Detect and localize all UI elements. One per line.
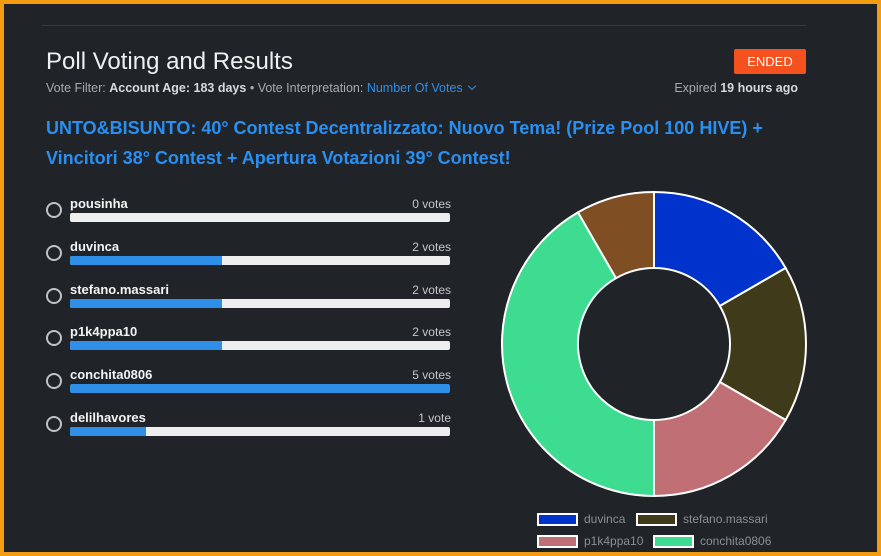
legend-swatch xyxy=(636,512,677,526)
option-name: pousinha xyxy=(70,196,128,211)
legend-item[interactable]: duvinca xyxy=(537,512,625,526)
donut-slice-conchita0806[interactable] xyxy=(501,210,655,498)
legend-swatch xyxy=(537,512,578,526)
chevron-down-icon xyxy=(467,81,476,91)
legend-label: conchita0806 xyxy=(700,534,772,548)
option-votes: 2 votes xyxy=(412,239,451,254)
vote-filter-label: Vote Filter: xyxy=(46,81,106,95)
vote-bar-fill xyxy=(70,341,222,351)
option-votes: 2 votes xyxy=(412,282,451,297)
vote-meta: Vote Filter: Account Age: 183 days • Vot… xyxy=(46,81,476,95)
poll-option[interactable]: duvinca 2 votes xyxy=(46,237,451,280)
legend-label: p1k4ppa10 xyxy=(584,534,644,548)
option-votes: 5 votes xyxy=(412,368,451,383)
poll-option[interactable]: p1k4ppa10 2 votes xyxy=(46,322,451,365)
results-donut-chart xyxy=(501,190,807,498)
vote-bar xyxy=(70,384,450,394)
post-title-link[interactable]: UNTO&BISUNTO: 40° Contest Decentralizzat… xyxy=(46,118,763,168)
option-name: p1k4ppa10 xyxy=(70,324,138,340)
vote-filter-value: Account Age: 183 days xyxy=(109,81,247,95)
legend-item[interactable]: conchita0806 xyxy=(653,534,771,548)
donut-slice-p1k4ppa10[interactable] xyxy=(653,380,788,498)
donut-slice-delilhavores[interactable] xyxy=(576,190,655,280)
radio-button[interactable] xyxy=(46,287,62,304)
radio-button[interactable] xyxy=(46,415,62,432)
poll-option[interactable]: delilhavores 1 vote xyxy=(46,408,451,451)
interpretation-label: Vote Interpretation: xyxy=(257,81,364,95)
poll-options: pousinha 0 votes duvinca 2 votes stefano… xyxy=(46,194,451,451)
divider xyxy=(42,25,806,26)
legend-label: duvinca xyxy=(584,512,626,526)
expired-value: 19 hours ago xyxy=(720,81,798,95)
vote-bar-fill xyxy=(70,426,146,436)
option-votes: 0 votes xyxy=(412,197,451,211)
vote-bar-fill xyxy=(70,255,222,265)
vote-bar-fill xyxy=(70,298,222,308)
legend-item[interactable]: p1k4ppa10 xyxy=(537,534,643,548)
radio-button[interactable] xyxy=(46,373,62,390)
vote-bar-fill xyxy=(70,384,450,394)
poll-option[interactable]: conchita0806 5 votes xyxy=(46,365,451,408)
expired-label: Expired xyxy=(674,81,717,95)
poll-option[interactable]: pousinha 0 votes xyxy=(46,194,451,237)
legend-swatch xyxy=(537,534,578,548)
option-name: conchita0806 xyxy=(70,367,153,383)
vote-bar xyxy=(70,255,450,265)
option-name: stefano.massari xyxy=(70,281,169,297)
option-votes: 2 votes xyxy=(412,325,451,340)
radio-button[interactable] xyxy=(46,244,62,261)
donut-slice-stefano-massari[interactable] xyxy=(718,266,807,422)
expired-info: Expired 19 hours ago xyxy=(674,81,798,95)
legend-item[interactable]: stefano.massari xyxy=(636,512,768,526)
page-title: Poll Voting and Results xyxy=(46,48,293,75)
interpretation-dropdown[interactable]: Number Of Votes xyxy=(366,81,476,95)
vote-bar xyxy=(70,298,450,308)
radio-button[interactable] xyxy=(46,202,62,218)
interpretation-value: Number Of Votes xyxy=(366,81,463,95)
option-name: delilhavores xyxy=(70,409,146,425)
vote-bar xyxy=(70,341,450,351)
legend-label: stefano.massari xyxy=(683,512,768,526)
vote-bar xyxy=(70,426,450,436)
poll-option[interactable]: stefano.massari 2 votes xyxy=(46,280,451,323)
meta-separator: • xyxy=(249,81,255,95)
legend-swatch xyxy=(653,534,694,548)
vote-bar xyxy=(70,213,450,222)
donut-slice-duvinca[interactable] xyxy=(653,190,788,308)
radio-button[interactable] xyxy=(46,330,62,347)
option-votes: 1 vote xyxy=(418,410,451,425)
status-badge: ENDED xyxy=(734,49,806,74)
option-name: duvinca xyxy=(70,238,120,254)
